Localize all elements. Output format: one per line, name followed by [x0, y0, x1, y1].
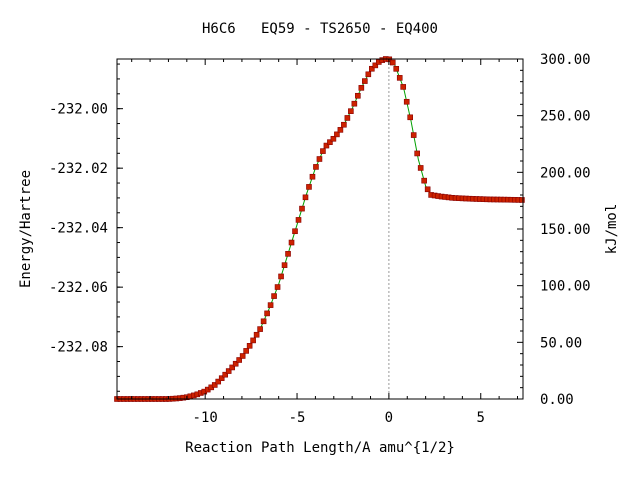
- data-point: [355, 92, 361, 99]
- data-point: [281, 262, 288, 268]
- data-point: [351, 100, 358, 107]
- y2-axis-title: kJ/mol: [604, 204, 620, 255]
- data-point: [267, 302, 274, 308]
- data-point: [313, 164, 319, 170]
- energy-curve-group: [117, 58, 524, 400]
- data-point: [337, 127, 344, 133]
- x-tick-label: 5: [477, 410, 485, 426]
- data-point: [306, 184, 312, 190]
- data-point: [323, 142, 330, 149]
- y-tick-label: -232.08: [49, 340, 108, 356]
- data-point: [278, 273, 284, 280]
- y2-tick-label: 150.00: [540, 222, 591, 238]
- data-point: [327, 139, 333, 145]
- data-point: [260, 318, 267, 325]
- data-point: [218, 375, 225, 381]
- data-point: [365, 71, 372, 78]
- y2-axis-ticks: 0.00 50.00 100.00 150.00 200.00 250.00 300.00: [517, 52, 591, 408]
- data-point: [246, 343, 253, 349]
- data-point: [253, 331, 260, 338]
- data-point: [372, 62, 379, 69]
- x-tick-label: 0: [385, 410, 393, 426]
- y-axis-title: Energy/Hartree: [18, 170, 34, 288]
- data-point: [424, 186, 431, 193]
- data-point: [316, 156, 323, 162]
- y2-tick-label: 50.00: [540, 335, 582, 351]
- y-tick-label: -232.02: [49, 161, 108, 177]
- data-point: [362, 78, 368, 84]
- y-axis-ticks: -232.00 -232.02 -232.04 -232.06 -232.08: [49, 63, 123, 392]
- data-point: [358, 85, 365, 91]
- data-point: [243, 348, 249, 354]
- data-point: [389, 59, 396, 66]
- x-tick-label: -5: [289, 410, 306, 426]
- x-tick-label: -10: [193, 410, 218, 426]
- data-point: [330, 135, 337, 142]
- data-point: [348, 108, 354, 114]
- data-point: [344, 115, 351, 121]
- data-point: [302, 194, 309, 201]
- data-point: [292, 228, 298, 235]
- data-point: [264, 310, 270, 317]
- y2-tick-label: 200.00: [540, 165, 591, 181]
- data-point: [421, 177, 427, 184]
- y-tick-label: -232.06: [49, 280, 108, 296]
- data-point: [403, 98, 410, 105]
- plot-frame: [116, 58, 524, 400]
- data-point: [274, 284, 281, 290]
- data-point-markers: [114, 56, 525, 402]
- chart-title: H6C6 EQ59 - TS2650 - EQ400: [202, 21, 438, 37]
- data-point: [299, 205, 305, 212]
- energy-curve-line: [117, 58, 524, 400]
- data-point: [410, 132, 417, 138]
- data-point: [393, 66, 400, 72]
- data-point: [288, 239, 295, 246]
- data-point: [320, 148, 326, 154]
- y2-tick-label: 300.00: [540, 52, 591, 68]
- data-point: [236, 357, 242, 363]
- data-point: [215, 378, 222, 385]
- data-point: [250, 337, 256, 344]
- y2-tick-label: 250.00: [540, 109, 591, 125]
- y-tick-label: -232.04: [49, 221, 108, 237]
- data-point: [396, 75, 403, 81]
- data-point: [239, 353, 246, 359]
- data-point: [417, 165, 424, 171]
- data-point: [414, 150, 420, 157]
- data-point: [232, 360, 239, 367]
- data-point: [229, 364, 235, 371]
- y-tick-label: -232.00: [49, 102, 108, 118]
- data-point: [400, 84, 407, 90]
- data-point: [271, 293, 277, 299]
- data-point: [225, 368, 232, 374]
- y2-tick-label: 0.00: [540, 392, 574, 408]
- y2-tick-label: 100.00: [540, 279, 591, 295]
- data-point: [295, 217, 302, 223]
- data-point: [334, 131, 340, 138]
- data-point: [222, 371, 229, 378]
- data-point: [369, 65, 375, 72]
- x-axis-title: Reaction Path Length/A amu^{1/2}: [185, 440, 455, 456]
- data-point: [519, 197, 525, 203]
- x-axis-ticks: -10 -5 0 5: [131, 59, 518, 426]
- data-point: [285, 251, 291, 257]
- data-point: [211, 382, 218, 388]
- data-point: [407, 114, 414, 121]
- data-point: [257, 326, 263, 332]
- data-point: [341, 121, 347, 128]
- data-point: [309, 173, 316, 180]
